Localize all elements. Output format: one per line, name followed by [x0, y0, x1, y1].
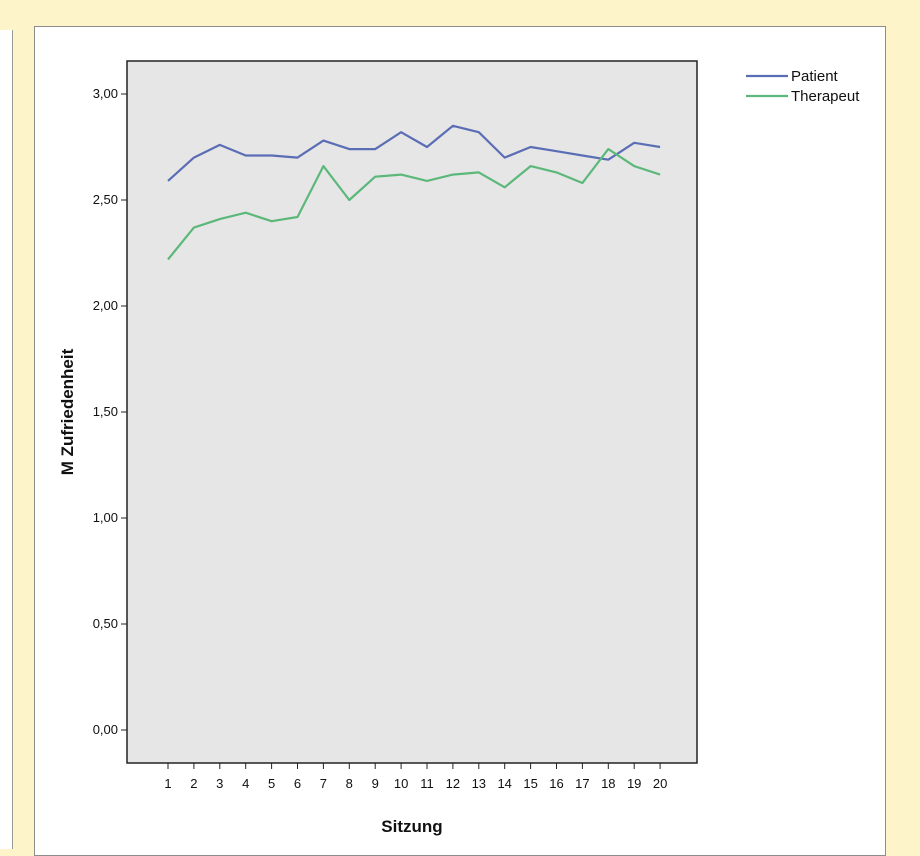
- legend-label-therapeut: Therapeut: [791, 88, 860, 105]
- y-tick-label: 1,00: [93, 510, 118, 525]
- x-axis-title: Sitzung: [381, 817, 442, 836]
- y-tick-label: 3,00: [93, 86, 118, 101]
- x-tick-label: 19: [627, 776, 641, 791]
- x-tick-label: 6: [294, 776, 301, 791]
- x-tick-label: 12: [446, 776, 460, 791]
- y-tick-label: 0,00: [93, 722, 118, 737]
- x-tick-label: 18: [601, 776, 615, 791]
- x-tick-label: 7: [320, 776, 327, 791]
- x-tick-label: 1: [164, 776, 171, 791]
- plot-area: [127, 61, 697, 763]
- x-tick-label: 15: [523, 776, 537, 791]
- x-tick-label: 11: [420, 776, 434, 791]
- x-tick-label: 20: [653, 776, 667, 791]
- y-axis-title: M Zufriedenheit: [58, 348, 77, 475]
- x-tick-label: 5: [268, 776, 275, 791]
- x-tick-label: 16: [549, 776, 563, 791]
- x-tick-label: 3: [216, 776, 223, 791]
- y-axis: 0,00 0,50 1,00 1,50 2,00 2,50 3,00: [93, 86, 127, 737]
- y-tick-label: 1,50: [93, 404, 118, 419]
- y-tick-label: 0,50: [93, 616, 118, 631]
- y-tick-label: 2,00: [93, 298, 118, 313]
- x-tick-label: 14: [497, 776, 511, 791]
- x-tick-label: 2: [190, 776, 197, 791]
- x-tick-label: 10: [394, 776, 408, 791]
- x-tick-label: 4: [242, 776, 249, 791]
- legend: Patient Therapeut: [746, 68, 860, 105]
- x-tick-label: 17: [575, 776, 589, 791]
- x-tick-label: 8: [346, 776, 353, 791]
- y-tick-label: 2,50: [93, 192, 118, 207]
- x-tick-label: 9: [372, 776, 379, 791]
- x-tick-label: 13: [472, 776, 486, 791]
- legend-label-patient: Patient: [791, 68, 839, 85]
